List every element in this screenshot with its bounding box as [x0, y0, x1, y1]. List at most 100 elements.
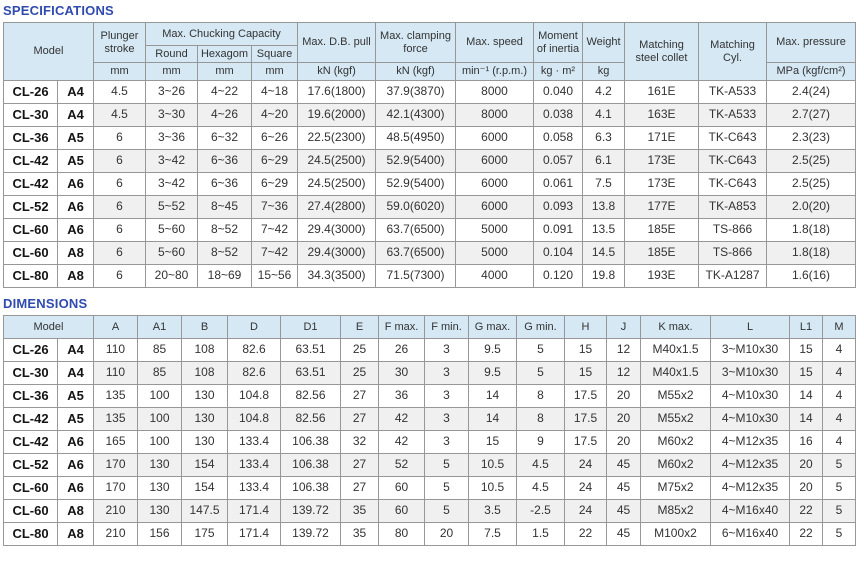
value-cell: 130: [181, 407, 228, 431]
col-header-db-pull: Max. D.B. pull: [297, 22, 376, 63]
value-cell: 104.8: [227, 384, 281, 408]
value-cell: 9.5: [468, 338, 517, 362]
value-cell: 173E: [624, 149, 699, 173]
value-cell: 9.5: [468, 361, 517, 385]
value-cell: 100: [137, 430, 182, 454]
value-cell: 1.8(18): [766, 241, 856, 265]
col-header-e: E: [340, 315, 379, 339]
value-cell: 14: [468, 384, 517, 408]
specifications-header: Model Plunger stroke Max. Chucking Capac…: [3, 22, 856, 81]
model-cell: A6: [57, 195, 94, 219]
table-row: CL-36 A5 135 100 130 104.8 82.56 27 36 3 14 8 17.5 20…: [3, 384, 856, 408]
value-cell: 3~M10x30: [710, 338, 790, 362]
value-cell: 1.5: [516, 522, 565, 546]
value-cell: 165: [93, 430, 138, 454]
value-cell: 6: [93, 172, 146, 196]
value-cell: 20: [789, 476, 823, 500]
value-cell: M40x1.5: [640, 338, 711, 362]
value-cell: 20: [424, 522, 469, 546]
model-cell: CL-60: [3, 218, 58, 242]
value-cell: 7~36: [251, 195, 298, 219]
value-cell: M75x2: [640, 476, 711, 500]
value-cell: 24: [564, 499, 607, 523]
value-cell: 85: [137, 338, 182, 362]
col-header-k-max: K max.: [640, 315, 711, 339]
col-header-d: D: [227, 315, 281, 339]
value-cell: 71.5(7300): [375, 264, 456, 288]
value-cell: 185E: [624, 241, 699, 265]
value-cell: 173E: [624, 172, 699, 196]
model-cell: CL-26: [3, 80, 58, 104]
value-cell: 20~80: [145, 264, 198, 288]
value-cell: 4: [822, 407, 856, 431]
model-cell: CL-52: [3, 195, 58, 219]
value-cell: 15: [564, 361, 607, 385]
value-cell: 63.7(6500): [375, 241, 456, 265]
value-cell: 3: [424, 384, 469, 408]
value-cell: 100: [137, 407, 182, 431]
table-row: CL-60 A6 170 130 154 133.4 106.38 27 60 5 10.5 4.5 2…: [3, 476, 856, 500]
value-cell: 80: [378, 522, 425, 546]
value-cell: 16: [789, 430, 823, 454]
value-cell: 12: [606, 338, 641, 362]
value-cell: 6: [93, 149, 146, 173]
value-cell: 6~36: [197, 172, 252, 196]
value-cell: 133.4: [227, 476, 281, 500]
value-cell: 3~30: [145, 103, 198, 127]
value-cell: 24.5(2500): [297, 149, 376, 173]
value-cell: 2.7(27): [766, 103, 856, 127]
specifications-table: Model Plunger stroke Max. Chucking Capac…: [3, 22, 856, 288]
col-header-model: Model: [3, 315, 94, 339]
model-cell: A8: [57, 522, 94, 546]
value-cell: 27: [340, 476, 379, 500]
dimensions-header: Model A A1 B D D1 E F max. F min. G max.…: [3, 315, 856, 339]
value-cell: 135: [93, 407, 138, 431]
value-cell: 60: [378, 476, 425, 500]
value-cell: M55x2: [640, 384, 711, 408]
value-cell: TK-A853: [698, 195, 767, 219]
value-cell: 42: [378, 430, 425, 454]
value-cell: 22.5(2300): [297, 126, 376, 150]
value-cell: 0.058: [533, 126, 583, 150]
value-cell: 82.56: [280, 407, 341, 431]
value-cell: 3: [424, 361, 469, 385]
col-header-model: Model: [3, 22, 94, 81]
value-cell: 52.9(5400): [375, 149, 456, 173]
value-cell: TS-866: [698, 241, 767, 265]
value-cell: 4~M12x35: [710, 476, 790, 500]
value-cell: 27: [340, 453, 379, 477]
value-cell: 4: [822, 361, 856, 385]
value-cell: 6~36: [197, 149, 252, 173]
dimensions-table: Model A A1 B D D1 E F max. F min. G max.…: [3, 315, 856, 546]
value-cell: 0.061: [533, 172, 583, 196]
value-cell: 6000: [455, 195, 534, 219]
value-cell: 100: [137, 384, 182, 408]
value-cell: 37.9(3870): [375, 80, 456, 104]
value-cell: 171.4: [227, 499, 281, 523]
value-cell: 4~20: [251, 103, 298, 127]
value-cell: 2.0(20): [766, 195, 856, 219]
value-cell: 9: [516, 430, 565, 454]
value-cell: 4000: [455, 264, 534, 288]
value-cell: 177E: [624, 195, 699, 219]
value-cell: 24: [564, 453, 607, 477]
value-cell: 59.0(6020): [375, 195, 456, 219]
value-cell: 133.4: [227, 430, 281, 454]
model-cell: A5: [57, 384, 94, 408]
value-cell: 2.5(25): [766, 172, 856, 196]
value-cell: 34.3(3500): [297, 264, 376, 288]
value-cell: 171E: [624, 126, 699, 150]
value-cell: 12: [606, 361, 641, 385]
value-cell: 4.5: [93, 103, 146, 127]
value-cell: 26: [378, 338, 425, 362]
value-cell: 6000: [455, 149, 534, 173]
model-cell: A8: [57, 499, 94, 523]
value-cell: 0.038: [533, 103, 583, 127]
value-cell: 106.38: [280, 476, 341, 500]
value-cell: 13.5: [582, 218, 625, 242]
col-header-g-max: G max.: [468, 315, 517, 339]
value-cell: 4.5: [516, 476, 565, 500]
unit-mm: mm: [145, 62, 198, 81]
model-cell: A5: [57, 407, 94, 431]
value-cell: 110: [93, 338, 138, 362]
